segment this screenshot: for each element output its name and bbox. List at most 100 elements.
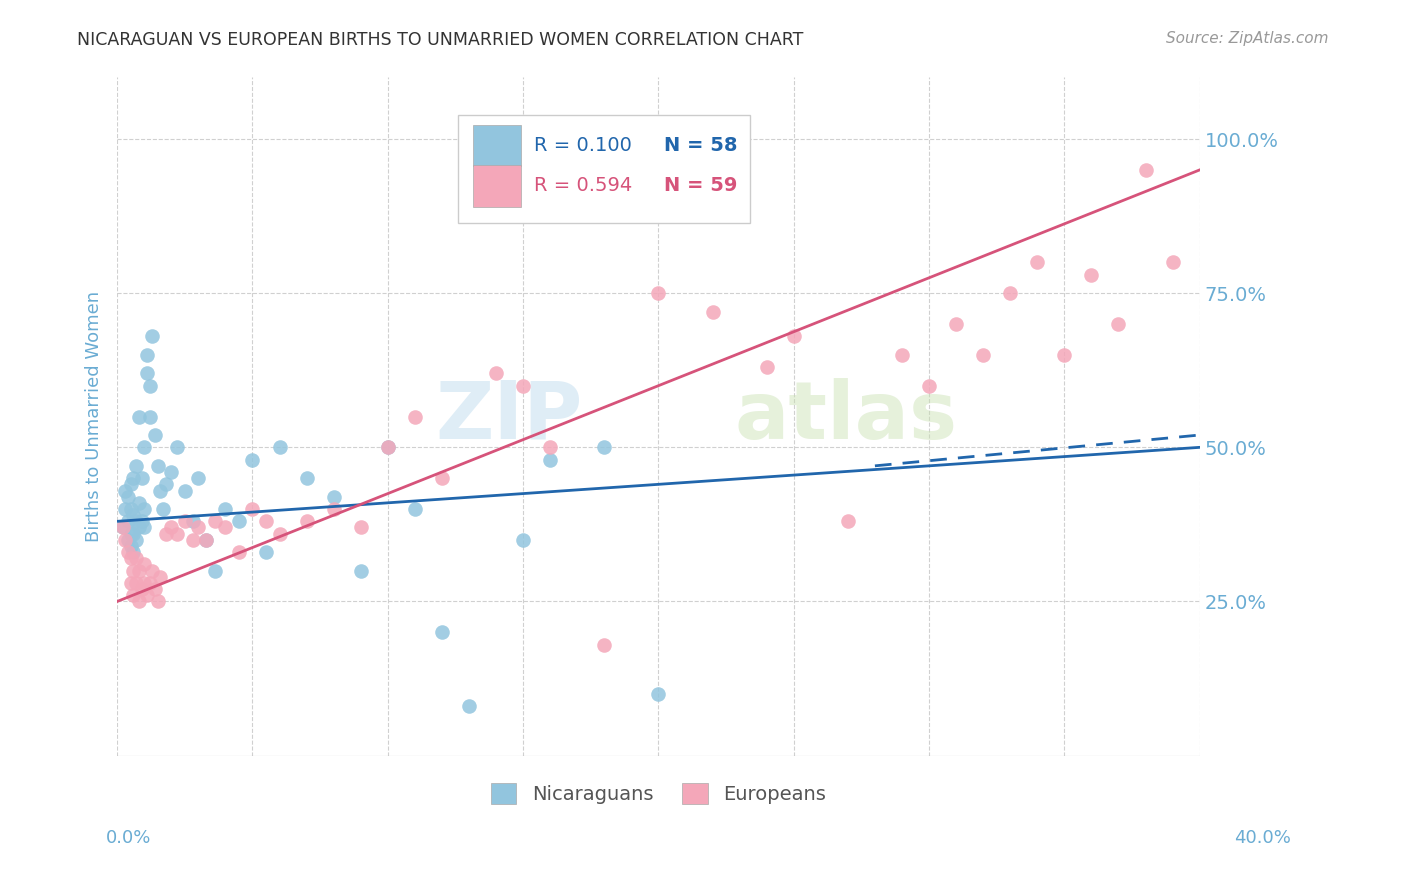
Point — [242, 502, 264, 516]
Point — [114, 483, 136, 498]
Point — [141, 329, 163, 343]
Text: R = 0.100: R = 0.100 — [534, 136, 631, 154]
Point — [1000, 286, 1022, 301]
Text: 40.0%: 40.0% — [1234, 829, 1291, 847]
Point — [350, 564, 373, 578]
Point — [512, 378, 534, 392]
Point — [430, 625, 453, 640]
Text: NICARAGUAN VS EUROPEAN BIRTHS TO UNMARRIED WOMEN CORRELATION CHART: NICARAGUAN VS EUROPEAN BIRTHS TO UNMARRI… — [77, 31, 804, 49]
Point — [214, 502, 236, 516]
Point — [120, 576, 142, 591]
Text: N = 59: N = 59 — [664, 177, 737, 195]
Point — [122, 508, 145, 523]
Point — [125, 576, 148, 591]
FancyBboxPatch shape — [474, 125, 522, 166]
Point — [204, 514, 226, 528]
Point — [111, 520, 134, 534]
Point — [134, 441, 156, 455]
Point — [647, 687, 669, 701]
FancyBboxPatch shape — [458, 115, 751, 223]
Point — [143, 582, 166, 596]
Point — [138, 576, 160, 591]
Point — [195, 533, 218, 547]
Point — [134, 520, 156, 534]
Point — [155, 477, 177, 491]
FancyBboxPatch shape — [474, 165, 522, 207]
Point — [125, 514, 148, 528]
Point — [538, 452, 561, 467]
Point — [702, 304, 724, 318]
Point — [350, 520, 373, 534]
Point — [131, 582, 153, 596]
Point — [254, 514, 277, 528]
Point — [128, 409, 150, 424]
Point — [187, 520, 209, 534]
Point — [1108, 317, 1130, 331]
Point — [122, 545, 145, 559]
Point — [136, 348, 159, 362]
Point — [120, 502, 142, 516]
Point — [187, 471, 209, 485]
Point — [120, 477, 142, 491]
Point — [125, 551, 148, 566]
Point — [647, 286, 669, 301]
Point — [138, 378, 160, 392]
Point — [111, 520, 134, 534]
Point — [152, 502, 174, 516]
Point — [143, 428, 166, 442]
Point — [837, 514, 859, 528]
Y-axis label: Births to Unmarried Women: Births to Unmarried Women — [86, 291, 103, 542]
Point — [128, 496, 150, 510]
Point — [891, 348, 914, 362]
Point — [228, 514, 250, 528]
Point — [295, 514, 318, 528]
Point — [512, 533, 534, 547]
Point — [125, 458, 148, 473]
Point — [136, 367, 159, 381]
Point — [146, 594, 169, 608]
Point — [972, 348, 994, 362]
Text: atlas: atlas — [734, 377, 957, 456]
Point — [160, 520, 183, 534]
Point — [377, 441, 399, 455]
Point — [593, 638, 616, 652]
Point — [117, 514, 139, 528]
Point — [1135, 162, 1157, 177]
Point — [538, 441, 561, 455]
Point — [173, 483, 195, 498]
Point — [404, 502, 426, 516]
Point — [458, 699, 481, 714]
Point — [430, 471, 453, 485]
Point — [1080, 268, 1102, 282]
Text: Source: ZipAtlas.com: Source: ZipAtlas.com — [1166, 31, 1329, 46]
Point — [269, 441, 291, 455]
Point — [593, 441, 616, 455]
Point — [136, 588, 159, 602]
Point — [254, 545, 277, 559]
Point — [134, 558, 156, 572]
Point — [122, 471, 145, 485]
Point — [181, 514, 204, 528]
Point — [195, 533, 218, 547]
Point — [117, 490, 139, 504]
Point — [114, 533, 136, 547]
Point — [269, 526, 291, 541]
Point — [173, 514, 195, 528]
Point — [166, 441, 188, 455]
Point — [131, 514, 153, 528]
Point — [122, 564, 145, 578]
Point — [120, 539, 142, 553]
Point — [214, 520, 236, 534]
Point — [155, 526, 177, 541]
Point — [128, 520, 150, 534]
Text: ZIP: ZIP — [436, 377, 582, 456]
Point — [146, 458, 169, 473]
Point — [1053, 348, 1076, 362]
Point — [128, 594, 150, 608]
Point — [149, 483, 172, 498]
Point — [125, 533, 148, 547]
Point — [295, 471, 318, 485]
Point — [131, 471, 153, 485]
Point — [204, 564, 226, 578]
Point — [134, 576, 156, 591]
